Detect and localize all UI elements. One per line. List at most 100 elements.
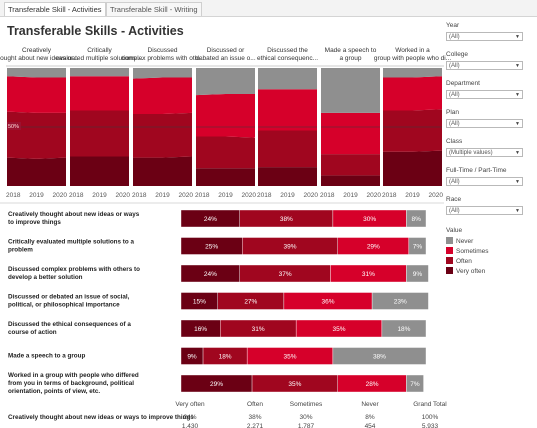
table-header-4: Grand Total xyxy=(413,401,447,408)
bar-data-label-sometimes-5: 35% xyxy=(284,354,297,361)
filter-dropdown-plan[interactable]: (All) ▼ xyxy=(446,119,523,128)
legend-label: Never xyxy=(456,238,474,245)
x-tick-0-0: 2018 xyxy=(6,192,21,199)
x-tick-4-2: 2020 xyxy=(304,192,319,199)
legend-item-never[interactable]: Never xyxy=(446,237,473,245)
bar-segment-never-3 xyxy=(371,292,429,310)
filter-label-5: Full-Time / Part-Time xyxy=(446,167,507,174)
x-tick-0-2: 2020 xyxy=(53,192,68,199)
area-sometimes-5 xyxy=(321,112,380,155)
table-pct-1: 38% xyxy=(248,414,261,421)
bar-data-label-sometimes-3: 36% xyxy=(321,299,334,306)
filter-dropdown-college[interactable]: (All) ▼ xyxy=(446,61,523,70)
bar-segment-never-4 xyxy=(381,319,427,338)
chevron-down-icon: ▼ xyxy=(515,63,520,69)
table-row-label-0: Creatively thought about new ideas or wa… xyxy=(8,414,194,421)
bar-data-label-very-often-6: 29% xyxy=(210,381,223,388)
panel-header-6: Worked in a group with people who di... xyxy=(374,47,452,62)
bar-data-label-very-often-2: 24% xyxy=(204,271,217,278)
filter-value: (All) xyxy=(449,92,460,98)
tab-activities[interactable]: Transferable Skill - Activities xyxy=(4,2,106,16)
filter-dropdown-year[interactable]: (All) ▼ xyxy=(446,32,523,41)
panel-header-4: Discussed the ethical consequenc... xyxy=(257,47,318,62)
area-often-5 xyxy=(321,154,380,176)
filter-label-3: Plan xyxy=(446,109,460,116)
x-tick-2-1: 2019 xyxy=(155,192,170,199)
x-tick-4-0: 2018 xyxy=(257,192,272,199)
area-very-often-0 xyxy=(7,157,66,186)
panel-header-2: Discussed complex problems with oth... xyxy=(121,47,204,62)
panel-header-5: Made a speech to a group xyxy=(325,47,377,62)
filter-dropdown-department[interactable]: (All) ▼ xyxy=(446,90,523,99)
table-pct-0: 24% xyxy=(183,414,196,421)
area-never-3 xyxy=(196,68,255,96)
area-very-often-2 xyxy=(133,156,192,186)
chevron-down-icon: ▼ xyxy=(515,208,520,214)
x-tick-1-1: 2019 xyxy=(92,192,107,199)
filter-label-6: Race xyxy=(446,196,462,203)
chevron-down-icon: ▼ xyxy=(515,150,520,156)
panel-header-0: Creatively thought about new ideas or... xyxy=(0,47,78,62)
table-header-0: Very often xyxy=(175,401,205,408)
legend-label: Sometimes xyxy=(456,248,489,255)
bar-data-label-sometimes-4: 35% xyxy=(333,326,346,333)
area-very-often-1 xyxy=(70,156,129,186)
bar-data-label-never-0: 8% xyxy=(411,216,421,223)
x-tick-3-2: 2020 xyxy=(242,192,257,199)
filter-dropdown-class[interactable]: (Multiple values) ▼ xyxy=(446,148,523,157)
bar-data-label-never-5: 38% xyxy=(373,354,386,361)
bar-data-label-very-often-0: 24% xyxy=(204,216,217,223)
filter-value: (All) xyxy=(449,121,460,127)
area-never-1 xyxy=(70,68,129,77)
panel-header-1: Critically evaluated multiple solutions .… xyxy=(56,47,143,62)
legend-item-sometimes[interactable]: Sometimes xyxy=(446,247,489,255)
bar-data-label-often-0: 38% xyxy=(280,216,293,223)
area-very-often-4 xyxy=(258,167,317,186)
filter-label-2: Department xyxy=(446,80,480,87)
bar-data-label-very-often-1: 25% xyxy=(205,244,218,251)
area-never-2 xyxy=(133,68,192,79)
bar-data-label-never-1: 7% xyxy=(413,244,423,251)
x-tick-3-1: 2019 xyxy=(218,192,233,199)
table-header-2: Sometimes xyxy=(290,401,323,408)
x-tick-3-0: 2018 xyxy=(195,192,210,199)
chevron-down-icon: ▼ xyxy=(515,179,520,185)
bar-segment-never-6 xyxy=(406,374,424,393)
filter-label-0: Year xyxy=(446,22,460,29)
area-never-6 xyxy=(383,68,442,78)
legend-title: Value xyxy=(446,227,463,234)
legend-swatch xyxy=(446,257,453,264)
bar-data-label-never-2: 9% xyxy=(413,271,423,278)
bar-data-label-often-5: 18% xyxy=(219,354,232,361)
table-count-1: 2,271 xyxy=(247,423,264,428)
area-never-5 xyxy=(321,68,380,113)
area-very-often-3 xyxy=(196,168,255,186)
area-never-0 xyxy=(7,68,66,78)
area-sometimes-3 xyxy=(196,93,255,138)
x-tick-4-1: 2019 xyxy=(280,192,295,199)
x-tick-5-0: 2018 xyxy=(320,192,335,199)
filter-dropdown-race[interactable]: (All) ▼ xyxy=(446,206,523,215)
bar-data-label-sometimes-1: 29% xyxy=(367,244,380,251)
bar-category-label-6: Worked in a group with people who differ… xyxy=(8,372,139,395)
table-header-1: Often xyxy=(247,401,263,408)
bar-data-label-never-6: 7% xyxy=(410,381,420,388)
bar-data-label-often-2: 37% xyxy=(279,271,292,278)
filter-value: (All) xyxy=(449,208,460,214)
x-tick-1-0: 2018 xyxy=(69,192,84,199)
legend-item-often[interactable]: Often xyxy=(446,257,472,265)
area-often-1 xyxy=(70,110,129,157)
area-sometimes-4 xyxy=(258,89,317,131)
chevron-down-icon: ▼ xyxy=(515,34,520,40)
bar-segment-never-2 xyxy=(406,264,429,283)
filter-dropdown-full-time-part-time[interactable]: (All) ▼ xyxy=(446,177,523,186)
area-sometimes-6 xyxy=(383,76,442,111)
tab-writing[interactable]: Transferable Skill - Writing xyxy=(106,2,202,16)
legend-label: Very often xyxy=(456,268,486,275)
bar-data-label-often-4: 31% xyxy=(252,326,265,333)
bar-data-label-sometimes-2: 31% xyxy=(362,271,375,278)
bar-category-label-3: Discussed or debated an issue of social,… xyxy=(8,294,130,309)
legend-item-very-often[interactable]: Very often xyxy=(446,267,485,275)
